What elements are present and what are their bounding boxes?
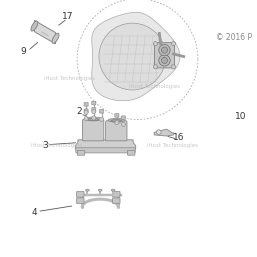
FancyBboxPatch shape <box>115 114 119 117</box>
FancyBboxPatch shape <box>77 198 84 204</box>
Circle shape <box>159 55 170 66</box>
Circle shape <box>121 122 125 126</box>
Circle shape <box>161 57 168 63</box>
Text: 16: 16 <box>173 133 184 142</box>
FancyBboxPatch shape <box>113 198 120 204</box>
Circle shape <box>153 65 158 69</box>
FancyBboxPatch shape <box>113 191 120 197</box>
Ellipse shape <box>98 189 102 191</box>
Circle shape <box>84 110 88 114</box>
FancyBboxPatch shape <box>76 148 135 153</box>
FancyBboxPatch shape <box>92 108 96 111</box>
Circle shape <box>153 42 158 46</box>
Circle shape <box>115 121 119 125</box>
Text: 2: 2 <box>77 107 82 116</box>
Text: 4: 4 <box>32 207 38 217</box>
Text: 3: 3 <box>42 141 48 150</box>
Text: iHost Technologies: iHost Technologies <box>147 143 198 148</box>
Polygon shape <box>92 12 180 101</box>
Ellipse shape <box>86 189 89 191</box>
FancyBboxPatch shape <box>99 109 104 113</box>
FancyBboxPatch shape <box>84 103 88 106</box>
FancyBboxPatch shape <box>127 150 135 155</box>
Polygon shape <box>154 129 173 136</box>
FancyBboxPatch shape <box>84 109 88 113</box>
Ellipse shape <box>111 189 115 191</box>
FancyBboxPatch shape <box>77 191 84 197</box>
Ellipse shape <box>88 118 98 121</box>
Text: iHost Technologies: iHost Technologies <box>31 143 82 148</box>
Circle shape <box>171 42 176 46</box>
Text: 9: 9 <box>20 47 26 56</box>
FancyBboxPatch shape <box>82 120 104 141</box>
Ellipse shape <box>108 118 124 122</box>
Ellipse shape <box>111 120 122 122</box>
Text: © 2016 P: © 2016 P <box>216 33 252 42</box>
Circle shape <box>84 117 88 121</box>
Text: 17: 17 <box>62 12 74 21</box>
Circle shape <box>92 109 96 114</box>
Circle shape <box>99 117 104 121</box>
Circle shape <box>171 65 176 69</box>
Polygon shape <box>34 20 56 44</box>
Polygon shape <box>75 140 136 149</box>
FancyBboxPatch shape <box>154 43 175 68</box>
Circle shape <box>92 116 96 120</box>
FancyBboxPatch shape <box>106 121 127 141</box>
Circle shape <box>159 44 170 56</box>
Circle shape <box>157 130 161 134</box>
Text: iHost Technologies: iHost Technologies <box>129 84 180 89</box>
Ellipse shape <box>52 33 59 43</box>
FancyBboxPatch shape <box>121 116 125 120</box>
Text: iHost Technologies: iHost Technologies <box>44 76 95 81</box>
Text: 10: 10 <box>235 112 246 122</box>
Ellipse shape <box>31 21 38 31</box>
Ellipse shape <box>85 117 101 121</box>
Circle shape <box>99 23 166 90</box>
FancyBboxPatch shape <box>92 101 96 105</box>
FancyBboxPatch shape <box>77 150 85 155</box>
Circle shape <box>161 47 168 53</box>
